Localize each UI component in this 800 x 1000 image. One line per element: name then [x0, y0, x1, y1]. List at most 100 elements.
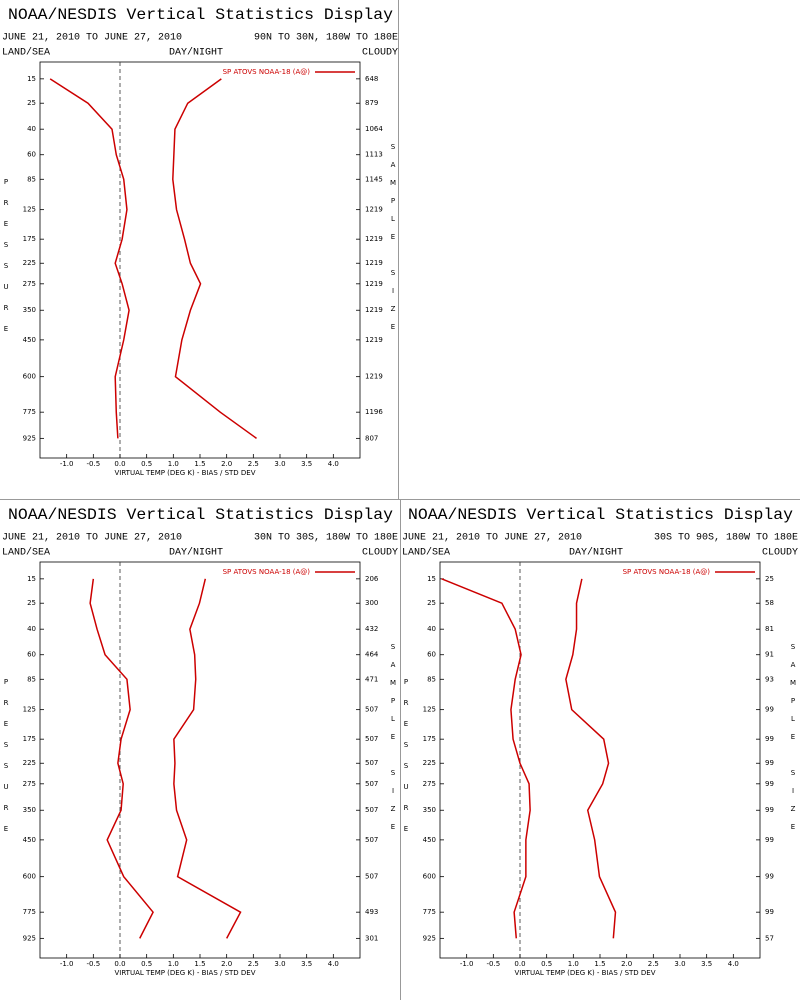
sample-size: 1113 — [365, 151, 383, 159]
sample-size: 99 — [765, 836, 774, 844]
std-dev-line — [173, 578, 242, 939]
x-tick-label: 3.5 — [701, 960, 712, 968]
sample-size: 1145 — [365, 175, 383, 183]
land-sea: LAND/SEA — [402, 547, 450, 559]
sample-size: 507 — [365, 836, 378, 844]
y-tick-label: 85 — [427, 675, 436, 683]
bias-line — [441, 578, 531, 939]
x-tick-label: 0.0 — [514, 960, 525, 968]
legend-label: SP ATOVS NOAA-18 (A@) — [223, 68, 311, 76]
sample-size: 300 — [365, 599, 378, 607]
sample-size: 99 — [765, 759, 774, 767]
sample-size: 507 — [365, 873, 378, 881]
sample-size: 99 — [765, 806, 774, 814]
sample-size: 91 — [765, 651, 774, 659]
y-tick-label: 275 — [23, 780, 36, 788]
std-dev-line — [172, 78, 257, 439]
x-tick-label: 3.0 — [274, 960, 285, 968]
y-tick-label: 450 — [23, 336, 36, 344]
x-tick-label: 3.5 — [301, 960, 312, 968]
sample-size: 57 — [765, 934, 774, 942]
y-tick-label: 925 — [23, 434, 36, 442]
y-tick-label: 350 — [423, 806, 436, 814]
chart-title: NOAA/NESDIS Vertical Statistics Display — [408, 506, 793, 524]
date-range: JUNE 21, 2010 TO JUNE 27, 2010 — [402, 533, 582, 544]
x-tick-label: 1.0 — [168, 960, 179, 968]
sample-size: 471 — [365, 675, 378, 683]
x-tick-label: 0.0 — [114, 460, 125, 468]
x-tick-label: 3.0 — [674, 960, 685, 968]
y-tick-label: 275 — [23, 280, 36, 288]
y-tick-label: 225 — [23, 259, 36, 267]
y-tick-label: 600 — [23, 873, 36, 881]
x-tick-label: 3.5 — [301, 460, 312, 468]
y-tick-label: 775 — [423, 908, 436, 916]
y-tick-label: 600 — [23, 373, 36, 381]
sample-size: 507 — [365, 759, 378, 767]
region: 30N TO 30S, 180W TO 180E — [254, 533, 398, 544]
x-tick-label: 4.0 — [328, 960, 339, 968]
sample-size: 25 — [765, 575, 774, 583]
x-tick-label: 3.0 — [274, 460, 285, 468]
x-tick-label: 1.5 — [594, 960, 605, 968]
x-tick-label: 1.0 — [568, 960, 579, 968]
x-tick-label: 2.0 — [221, 960, 232, 968]
sample-size: 507 — [365, 735, 378, 743]
bias-line — [49, 78, 130, 439]
land-sea: LAND/SEA — [2, 547, 50, 559]
x-tick-label: 2.5 — [248, 960, 259, 968]
x-tick-label: 2.0 — [621, 960, 632, 968]
sample-size: 1219 — [365, 336, 383, 344]
y-tick-label: 25 — [427, 599, 436, 607]
y-tick-label: 175 — [423, 735, 436, 743]
y-tick-label: 450 — [23, 836, 36, 844]
y-tick-label: 85 — [27, 675, 36, 683]
y-tick-label: 925 — [423, 934, 436, 942]
y-tick-label: 775 — [23, 408, 36, 416]
sample-size: 432 — [365, 625, 378, 633]
y-tick-label: 125 — [23, 206, 36, 214]
sample-size: 1219 — [365, 206, 383, 214]
y-tick-label: 25 — [27, 99, 36, 107]
date-range: JUNE 21, 2010 TO JUNE 27, 2010 — [2, 33, 182, 44]
land-sea: LAND/SEA — [2, 47, 50, 59]
chart-title: NOAA/NESDIS Vertical Statistics Display — [8, 506, 393, 524]
sample-size: 1219 — [365, 306, 383, 314]
y-tick-label: 60 — [27, 651, 36, 659]
y-tick-label: 350 — [23, 306, 36, 314]
y-tick-label: 175 — [23, 235, 36, 243]
sample-size: 99 — [765, 706, 774, 714]
sample-size: 807 — [365, 434, 378, 442]
legend-label: SP ATOVS NOAA-18 (A@) — [623, 568, 711, 576]
sample-size: 507 — [365, 806, 378, 814]
chart-panel: NOAA/NESDIS Vertical Statistics Display J… — [2, 6, 398, 477]
chart-title: NOAA/NESDIS Vertical Statistics Display — [8, 6, 393, 24]
sample-size: 493 — [365, 908, 378, 916]
sample-size: 507 — [365, 706, 378, 714]
sample-size: 99 — [765, 908, 774, 916]
x-tick-label: -0.5 — [486, 960, 500, 968]
x-tick-label: -0.5 — [86, 460, 100, 468]
y-tick-label: 600 — [423, 873, 436, 881]
bias-line — [89, 578, 154, 939]
y-tick-label: 775 — [23, 908, 36, 916]
sample-size: 507 — [365, 780, 378, 788]
y-tick-label: 40 — [27, 125, 36, 133]
sample-size: 206 — [365, 575, 379, 583]
legend-label: SP ATOVS NOAA-18 (A@) — [223, 568, 311, 576]
x-axis-label: VIRTUAL TEMP (DEG K) - BIAS / STD DEV — [114, 469, 255, 477]
sample-size: 58 — [765, 599, 774, 607]
y-tick-label: 60 — [427, 651, 436, 659]
x-tick-label: -1.0 — [460, 960, 474, 968]
y-tick-label: 40 — [27, 625, 36, 633]
sample-size: 1219 — [365, 259, 383, 267]
cloudy: CLOUDY — [362, 48, 398, 59]
y-tick-label: 350 — [23, 806, 36, 814]
x-tick-label: 0.5 — [541, 960, 552, 968]
